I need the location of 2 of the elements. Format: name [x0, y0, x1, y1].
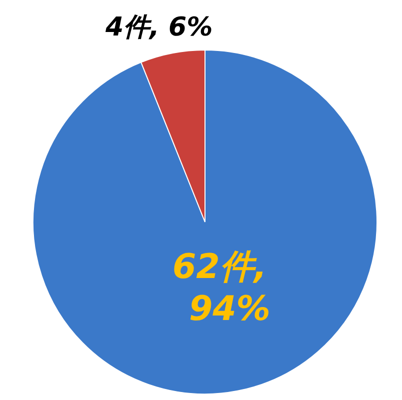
data-label: 4件, 6%: [104, 12, 213, 42]
data-label: 62件, 94%: [172, 247, 270, 329]
